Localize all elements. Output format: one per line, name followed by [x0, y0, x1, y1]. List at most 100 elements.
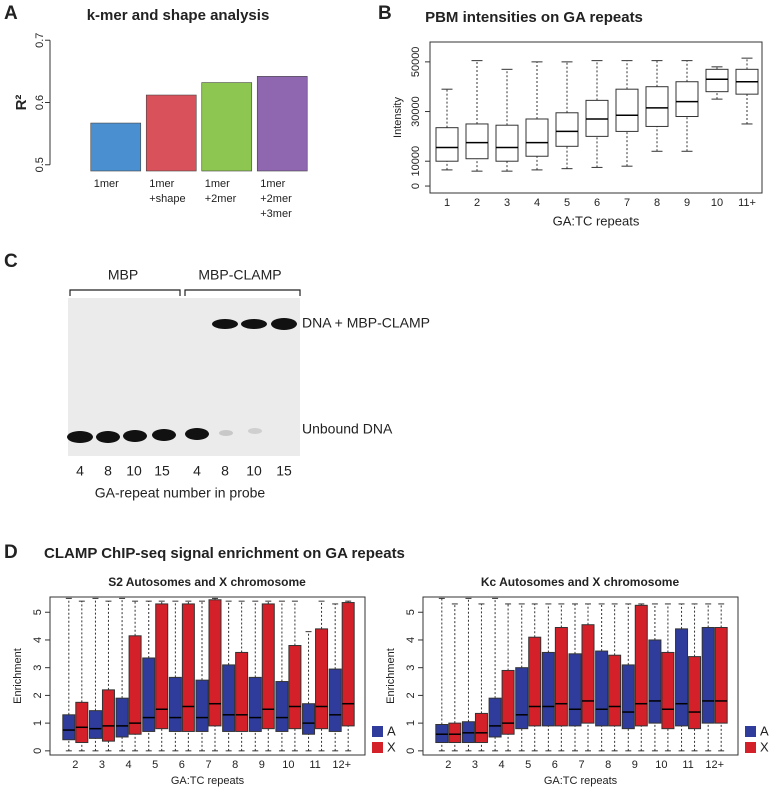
- box: [634, 604, 648, 727]
- x-axis-label: GA:TC repeats: [544, 775, 618, 787]
- y-tick-label: 1: [405, 720, 417, 726]
- chart-title: S2 Autosomes and X chromosome: [108, 575, 306, 589]
- x-tick-label: 4: [126, 759, 132, 771]
- box: [705, 68, 729, 93]
- x-tick-label: 2: [474, 197, 480, 209]
- legend-label: X: [760, 739, 769, 754]
- box: [465, 123, 489, 160]
- box: [595, 650, 609, 727]
- box: [328, 668, 342, 732]
- x-tick-label: 10: [655, 759, 667, 771]
- box: [435, 127, 459, 162]
- x-tick-label: 4: [499, 759, 505, 771]
- plot-frame: [49, 596, 366, 756]
- lane-label: 15: [276, 463, 292, 479]
- box: [528, 636, 542, 727]
- legend-swatch: [372, 742, 383, 753]
- x-tick-label: 1mer +2mer: [205, 178, 237, 205]
- box: [101, 689, 115, 742]
- y-tick-label: 0.5: [34, 157, 46, 172]
- box: [222, 664, 236, 732]
- lane-label: 4: [193, 463, 201, 479]
- x-tick-label: 9: [259, 759, 265, 771]
- lane-label: 10: [126, 463, 142, 479]
- legend-swatch: [372, 726, 383, 737]
- x-tick-label: 6: [179, 759, 185, 771]
- box: [645, 86, 669, 127]
- y-tick-label: 1: [32, 720, 44, 726]
- x-tick-label: 9: [632, 759, 638, 771]
- y-axis-label: R²: [13, 95, 30, 111]
- x-tick-label: 8: [605, 759, 611, 771]
- y-axis-label: Intensity: [392, 97, 404, 138]
- bands: [67, 318, 297, 443]
- band-label: DNA + MBP-CLAMP: [302, 315, 430, 331]
- x-tick-label: 2: [72, 759, 78, 771]
- x-tick-label: 5: [525, 759, 531, 771]
- group-label: MBP-CLAMP: [198, 267, 281, 283]
- chart-title: PBM intensities on GA repeats: [425, 9, 643, 26]
- plot-frame: [422, 596, 739, 756]
- x-tick-label: 3: [99, 759, 105, 771]
- bar: [90, 122, 142, 172]
- x-tick-label: 6: [552, 759, 558, 771]
- x-tick-label: 12+: [332, 759, 351, 771]
- x-tick-label: 9: [684, 197, 690, 209]
- x-tick-label: 5: [152, 759, 158, 771]
- panel-label: C: [4, 251, 18, 272]
- box: [714, 626, 728, 724]
- bar: [145, 94, 197, 172]
- band-label: Unbound DNA: [302, 421, 393, 437]
- box: [62, 714, 76, 741]
- group-label: MBP: [108, 267, 138, 283]
- box: [495, 124, 519, 162]
- y-tick-label: 3: [405, 665, 417, 671]
- box: [341, 602, 355, 727]
- box: [181, 603, 195, 732]
- band: [219, 430, 233, 436]
- x-tick-label: 1: [444, 197, 450, 209]
- x-tick-label: 7: [205, 759, 211, 771]
- box: [155, 603, 169, 730]
- legend-swatch: [745, 742, 756, 753]
- box: [315, 628, 329, 730]
- y-tick-label: 0: [405, 748, 417, 754]
- legend-label: X: [387, 739, 396, 754]
- box: [128, 635, 142, 735]
- x-tick-label: 4: [534, 197, 540, 209]
- box: [501, 669, 515, 735]
- box: [142, 657, 156, 732]
- band: [212, 319, 238, 329]
- band: [96, 431, 120, 443]
- box: [302, 703, 316, 735]
- y-tick-label: 30000: [410, 96, 422, 127]
- x-tick-label: 3: [472, 759, 478, 771]
- band: [123, 430, 147, 442]
- x-tick-label: 11+: [738, 197, 756, 209]
- y-tick-label: 0.7: [34, 33, 46, 48]
- box: [261, 603, 275, 730]
- chart-title: k-mer and shape analysis: [87, 7, 270, 24]
- box: [75, 701, 89, 744]
- box: [88, 710, 102, 739]
- box: [615, 88, 639, 132]
- y-axis-label: Enrichment: [385, 648, 397, 704]
- panel-heading: CLAMP ChIP-seq signal enrichment on GA r…: [44, 545, 405, 562]
- y-tick-label: 5: [405, 609, 417, 615]
- bar: [201, 82, 253, 172]
- box: [541, 651, 555, 727]
- x-tick-label: 12+: [705, 759, 724, 771]
- box: [555, 112, 579, 147]
- x-tick-label: 1mer +2mer +3mer: [260, 178, 292, 220]
- box: [208, 599, 222, 727]
- y-tick-label: 4: [405, 637, 417, 643]
- x-tick-label: 5: [564, 197, 570, 209]
- band: [67, 431, 93, 443]
- box: [554, 626, 568, 727]
- x-tick-label: 11: [309, 759, 320, 771]
- box: [525, 118, 549, 157]
- legend-label: A: [387, 723, 396, 738]
- y-tick-label: 10000: [410, 146, 422, 177]
- y-tick-label: 0.6: [34, 95, 46, 110]
- legend-label: A: [760, 723, 769, 738]
